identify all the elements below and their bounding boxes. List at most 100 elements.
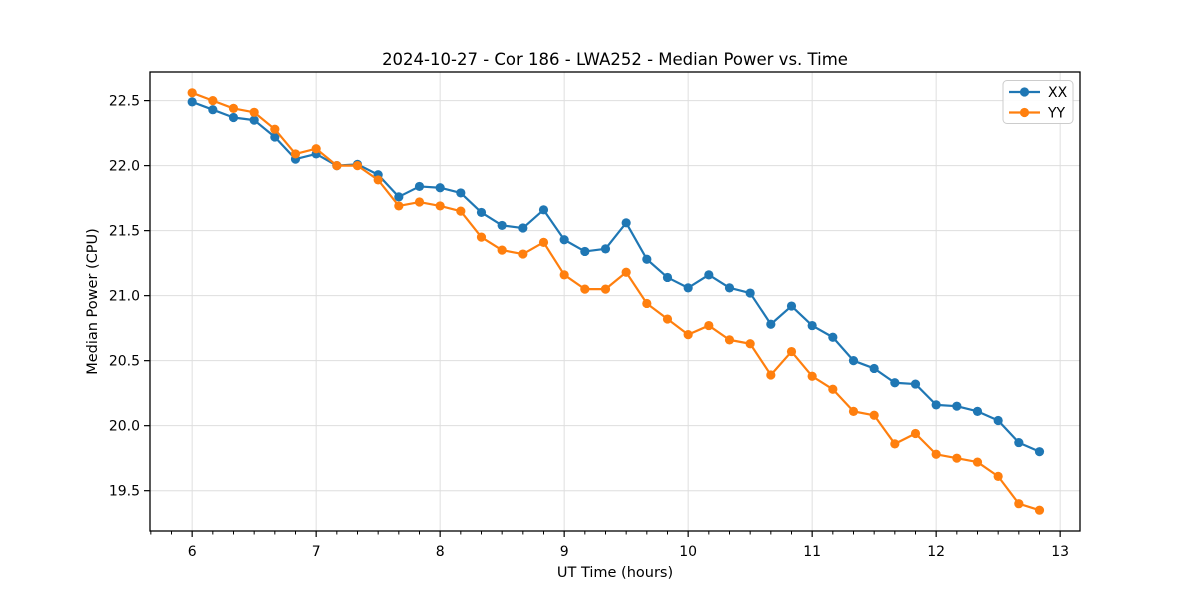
data-point-yy (972, 457, 983, 467)
x-axis-label: UT Time (hours) (557, 565, 673, 581)
x-tick-label: 8 (436, 544, 445, 560)
data-point-yy (456, 206, 466, 216)
data-point-yy (435, 201, 445, 211)
data-point-yy (580, 284, 590, 294)
y-axis-label: Median Power (CPU) (85, 228, 101, 375)
data-point-xx (848, 356, 859, 366)
data-point-yy (290, 149, 301, 159)
data-point-xx (435, 183, 445, 193)
data-point-xx (745, 288, 755, 298)
data-point-yy (931, 449, 941, 459)
data-point-yy (662, 314, 673, 324)
data-point-xx (270, 132, 280, 142)
data-point-xx (869, 363, 879, 374)
data-point-yy (208, 96, 218, 106)
x-tick-label: 9 (560, 544, 569, 560)
data-point-yy (621, 267, 631, 277)
data-point-yy (890, 439, 900, 449)
data-point-yy (745, 339, 755, 349)
data-point-xx (559, 235, 569, 245)
data-point-yy (642, 298, 652, 309)
legend-marker-yy (1019, 107, 1030, 118)
x-tick-label: 12 (927, 544, 945, 560)
data-point-yy (683, 330, 693, 340)
data-point-xx (621, 218, 631, 228)
data-point-xx (952, 401, 962, 411)
y-tick-label: 22.5 (109, 94, 140, 110)
y-tick-label: 20.5 (109, 354, 140, 370)
data-point-xx (683, 283, 693, 293)
data-point-yy (1014, 499, 1024, 509)
x-tick-label: 7 (312, 544, 321, 560)
y-tick-label: 22.0 (109, 159, 140, 175)
legend: XX YY (1002, 80, 1074, 124)
data-point-yy (724, 335, 735, 345)
y-tick-label: 21.5 (109, 224, 140, 240)
data-point-xx (497, 220, 507, 231)
data-point-xx (890, 378, 900, 388)
data-point-xx (993, 415, 1003, 426)
data-point-yy (704, 320, 714, 331)
legend-marker-xx (1019, 87, 1030, 97)
data-point-yy (497, 245, 507, 255)
data-point-yy (373, 175, 383, 185)
data-point-yy (848, 406, 859, 416)
data-point-yy (910, 428, 921, 439)
data-point-xx (931, 400, 941, 410)
data-point-yy (270, 124, 280, 134)
legend-label-yy: YY (1047, 105, 1066, 121)
data-point-xx (1034, 447, 1045, 457)
data-point-yy (187, 88, 197, 98)
data-point-xx (518, 223, 528, 233)
plot-area-border (149, 71, 1081, 532)
data-point-xx (580, 246, 590, 257)
legend-item-xx: XX (1009, 85, 1068, 101)
legend-item-yy: YY (1009, 105, 1066, 121)
data-point-yy (332, 161, 342, 171)
x-tick-label: 6 (188, 544, 197, 560)
y-tick-label: 19.5 (109, 484, 140, 500)
chart-title: 2024-10-27 - Cor 186 - LWA252 - Median P… (382, 50, 848, 69)
x-tick-label: 13 (1051, 544, 1069, 560)
data-point-xx (456, 188, 466, 198)
data-point-yy (952, 453, 962, 463)
axis-ticks: 6 7 8 9 10 11 12 13 19.5 20.0 20.5 21.0 21.5 22.0 22.5 (109, 94, 1069, 560)
data-point-yy (228, 103, 239, 114)
x-tick-label: 10 (679, 544, 697, 560)
data-point-yy (828, 384, 838, 394)
data-point-xx (600, 244, 611, 254)
data-point-yy (600, 284, 611, 294)
data-point-yy (538, 237, 549, 247)
data-point-yy (869, 410, 879, 420)
data-point-yy (311, 144, 321, 154)
data-point-yy (766, 370, 776, 380)
data-point-yy (993, 471, 1003, 481)
data-point-yy (476, 232, 487, 242)
data-point-yy (1034, 505, 1045, 515)
data-point-xx (414, 181, 425, 192)
data-point-yy (786, 346, 797, 357)
data-point-xx (394, 192, 404, 202)
data-point-xx (187, 97, 197, 107)
data-point-xx (724, 283, 735, 293)
data-point-xx (538, 205, 549, 215)
data-series (187, 88, 1045, 515)
grid-lines (150, 72, 1080, 531)
y-tick-label: 21.0 (109, 289, 140, 305)
data-point-yy (414, 197, 425, 207)
data-point-yy (807, 371, 817, 381)
data-point-xx (704, 270, 714, 280)
data-point-xx (828, 332, 838, 342)
data-point-xx (228, 112, 239, 123)
data-point-xx (910, 379, 921, 389)
legend-label-xx: XX (1048, 85, 1068, 101)
data-point-xx (249, 115, 259, 125)
data-point-xx (208, 105, 218, 115)
data-point-xx (786, 301, 797, 311)
data-point-yy (394, 201, 404, 211)
data-point-xx (662, 272, 673, 283)
data-point-xx (972, 406, 983, 416)
data-point-yy (518, 249, 528, 259)
